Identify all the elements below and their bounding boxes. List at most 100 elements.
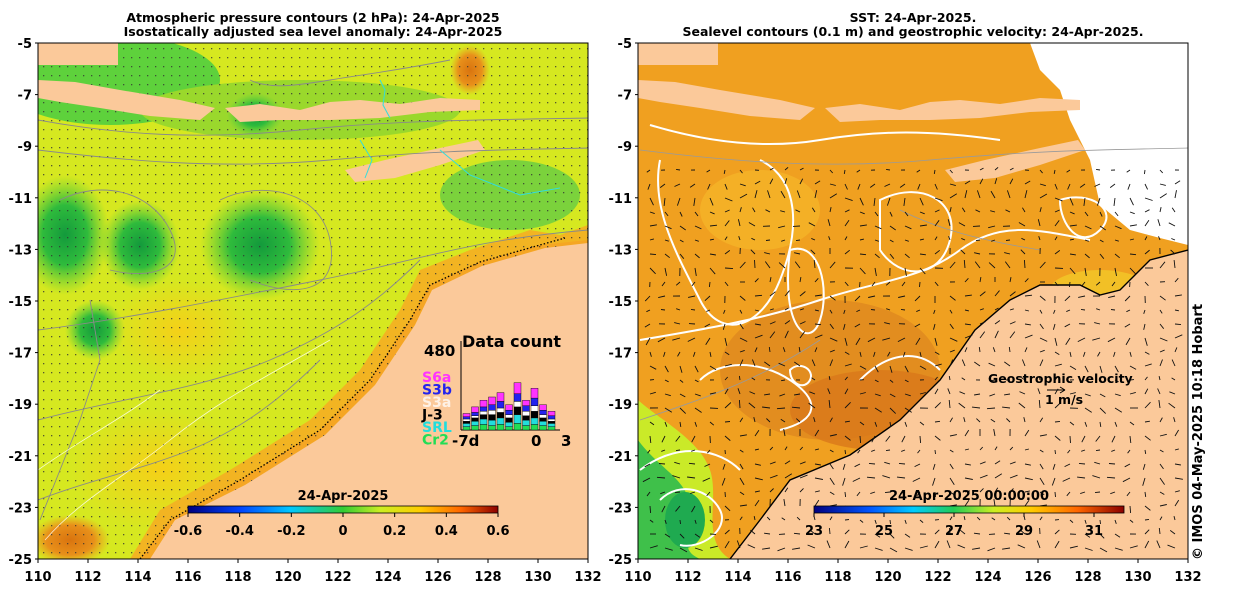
velocity-arrow [1054,402,1062,409]
velocity-arrow [844,401,851,409]
velocity-arrow [988,362,996,367]
velocity-arrow [859,224,867,227]
velocity-arrow [904,225,912,230]
velocity-arrow [794,393,801,396]
velocity-arrow [870,309,876,311]
velocity-arrow [974,393,981,396]
velocity-arrow [986,407,996,410]
velocity-arrow [1095,281,1101,286]
velocity-arrow [664,225,672,230]
right-colorbar-tick: 31 [1085,524,1103,539]
velocity-arrow [1024,180,1031,185]
velocity-arrow [661,435,666,443]
velocity-arrow [1069,435,1071,444]
velocity-arrow [656,476,666,479]
velocity-arrow [707,449,711,454]
velocity-arrow [1157,388,1161,395]
velocity-arrow [1079,183,1086,188]
velocity-arrow [948,376,951,381]
velocity-arrow [934,281,939,287]
velocity-arrow [932,477,936,486]
velocity-arrow [1174,429,1179,437]
velocity-arrow [784,307,789,311]
velocity-arrow [769,308,774,311]
velocity-arrow [677,351,681,357]
velocity-arrow [1127,449,1131,454]
velocity-arrow [769,461,776,465]
velocity-arrow [679,547,688,553]
velocity-arrow [874,267,877,276]
velocity-arrow [1171,207,1176,213]
shelf-contours-white [38,339,331,541]
left-title-line1: Atmospheric pressure contours (2 hPa): 2… [126,10,500,25]
velocity-arrow [1167,544,1176,549]
velocity-arrow [1084,379,1089,383]
velocity-arrow [919,351,922,358]
data-count-bar-segment [505,414,513,419]
velocity-arrow [1114,393,1121,397]
velocity-arrow [675,505,681,512]
velocity-arrow [1174,277,1179,283]
data-count-bar-segment [547,421,556,424]
velocity-arrow [844,249,850,255]
velocity-arrow [764,252,771,255]
velocity-arrow [1067,183,1071,190]
velocity-arrow [961,377,966,381]
data-count-bar-segment [462,423,471,427]
velocity-arrow [769,474,778,479]
velocity-arrow [868,462,876,465]
velocity-arrow [964,190,968,199]
velocity-arrow [1159,309,1163,314]
velocity-arrow [649,505,652,514]
velocity-arrow [754,278,759,283]
velocity-arrow [784,446,788,451]
velocity-arrow [1039,295,1046,301]
velocity-arrow [1009,167,1014,171]
velocity-arrow [649,211,655,215]
velocity-arrow [949,491,955,496]
velocity-arrow [1054,435,1061,441]
velocity-arrow [829,491,835,495]
velocity-arrow [751,377,756,381]
data-count-bar-segment [471,425,479,431]
velocity-arrow [810,249,816,255]
velocity-arrow [1038,236,1041,241]
velocity-arrow [754,463,761,466]
velocity-arrow [934,420,941,423]
velocity-arrow [814,490,820,493]
velocity-arrow [1159,323,1165,329]
velocity-arrow [664,365,669,373]
velocity-arrow [844,540,850,549]
velocity-arrow [874,253,880,259]
data-count-bar-segment [496,424,505,431]
legend-satellite-s6a: S6a [422,370,451,386]
left-y-tick: -11 [9,192,33,207]
velocity-arrow [1021,359,1026,367]
velocity-arrow [1158,400,1161,409]
velocity-arrow [919,211,925,215]
velocity-arrow [1092,475,1101,479]
velocity-arrow [1020,249,1026,255]
velocity-arrow [884,491,891,494]
velocity-arrow [781,517,786,521]
velocity-arrow [709,519,714,523]
velocity-arrow [964,463,971,466]
velocity-arrow [1069,365,1077,370]
right-y-tick: -15 [609,295,633,310]
velocity-arrow [947,219,951,227]
velocity-arrow [1039,349,1045,353]
velocity-arrow [799,178,804,185]
velocity-arrow [874,239,879,242]
velocity-arrow [1173,515,1176,521]
right-colorbar-ticks: 23 25 27 29 31 [805,513,1103,539]
velocity-arrow [844,363,852,367]
velocity-arrow [988,262,996,269]
velocity-arrow [691,281,696,287]
velocity-arrow [783,429,786,437]
left-colorbar-tick: 0.6 [486,524,509,539]
data-count-bar-segment [530,411,539,419]
data-count-bar-segment [496,417,505,425]
velocity-arrow [991,379,996,382]
velocity-arrow [1108,463,1116,465]
velocity-arrow [961,237,966,241]
